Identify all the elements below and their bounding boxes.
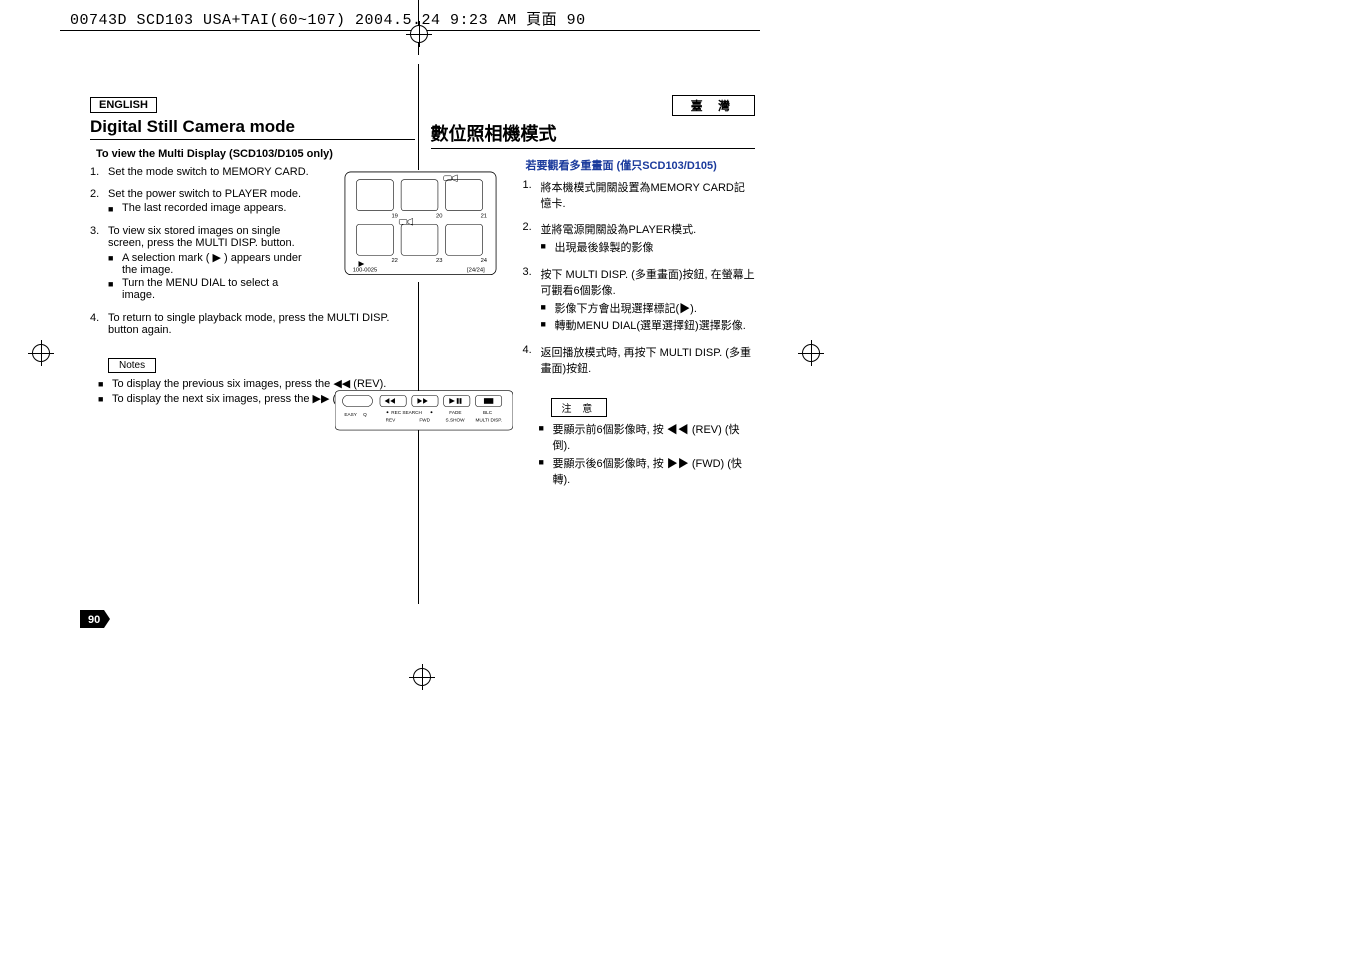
crop-cross-v xyxy=(422,664,423,690)
subtitle-en: To view the Multi Display (SCD103/D105 o… xyxy=(96,148,415,160)
counter-label: [24/24] xyxy=(467,268,485,274)
bullet-text: Turn the MENU DIAL to select a image. xyxy=(122,277,303,301)
step-number: 4. xyxy=(523,344,541,376)
step-number: 3. xyxy=(523,266,541,334)
page-title-zh: 數位照相機模式 xyxy=(431,120,756,149)
remote-label: BLC xyxy=(483,410,493,415)
step-number: 1. xyxy=(523,179,541,211)
note-text: To display the next six images, press th… xyxy=(112,392,368,405)
step-body: To view six stored images on single scre… xyxy=(108,225,295,249)
step-text: To view six stored images on single scre… xyxy=(108,225,303,302)
page-title-en: Digital Still Camera mode xyxy=(90,117,415,140)
thumb-number: 23 xyxy=(436,258,442,264)
step-text: 按下 MULTI DISP. (多重畫面)按鈕, 在螢幕上可觀看6個影像. ■影… xyxy=(541,266,756,334)
crop-cross-v xyxy=(41,340,42,366)
bullet-icon: ■ xyxy=(539,421,553,453)
step-text: To return to single playback mode, press… xyxy=(108,312,415,336)
bullet-icon: ■ xyxy=(98,392,112,405)
step-number: 2. xyxy=(90,188,108,215)
bullet-icon: ■ xyxy=(539,455,553,487)
note-text: 要顯示前6個影像時, 按 ◀◀ (REV) (快倒). xyxy=(553,421,756,453)
remote-label: FADE xyxy=(449,410,461,415)
subtitle-zh: 若要觀看多重畫面 (僅只SCD103/D105) xyxy=(526,157,756,173)
notes-label-en: Notes xyxy=(108,358,156,373)
step-text: 返回播放模式時, 再按下 MULTI DISP. (多重畫面)按鈕. xyxy=(541,344,756,376)
pause-bar-icon xyxy=(460,398,462,404)
step-number: 3. xyxy=(90,225,108,302)
instruction-list-zh: 1. 將本機模式開關設置為MEMORY CARD記憶卡. 2. 並將電源開關設為… xyxy=(523,179,756,376)
step-body: 並將電源開關設為PLAYER模式. xyxy=(541,224,697,236)
thumb-number: 21 xyxy=(481,213,487,219)
thumb-number: 20 xyxy=(436,213,442,219)
bullet-icon: ■ xyxy=(541,317,555,333)
bullet-text: 出現最後錄製的影像 xyxy=(555,239,654,255)
lang-label-english: ENGLISH xyxy=(90,97,157,113)
bullet-text: A selection mark ( ▶ ) appears under the… xyxy=(122,251,303,276)
bullet-text: 影像下方會出現選擇標記(▶). xyxy=(555,300,697,316)
bullet-text: The last recorded image appears. xyxy=(122,202,286,214)
step-text: 並將電源開關設為PLAYER模式. ■出現最後錄製的影像 xyxy=(541,221,756,256)
bullet-icon: ■ xyxy=(108,277,122,301)
remote-label: REC SEARCH xyxy=(391,410,422,415)
remote-label: S.SHOW xyxy=(446,418,466,423)
bullet-icon: ■ xyxy=(541,300,555,316)
step-number: 1. xyxy=(90,166,108,178)
crop-cross-v xyxy=(811,340,812,366)
multi-display-figure: 19 20 21 22 23 24 100-0025 [24/24] xyxy=(343,170,498,282)
lang-label-taiwan: 臺 灣 xyxy=(672,95,755,116)
bullet-icon: ■ xyxy=(108,202,122,214)
folder-label: 100-0025 xyxy=(353,268,378,274)
stop-icon xyxy=(484,398,493,404)
note-text: 要顯示後6個影像時, 按 ▶▶ (FWD) (快轉). xyxy=(553,455,756,487)
step-body: 按下 MULTI DISP. (多重畫面)按鈕, 在螢幕上可觀看6個影像. xyxy=(541,269,755,297)
thumb-number: 24 xyxy=(481,258,488,264)
bullet-icon: ■ xyxy=(108,251,122,276)
header-stamp: 00743D SCD103 USA+TAI(60~107) 2004.5.24 … xyxy=(70,8,586,29)
remote-label: MULTI DISP. xyxy=(476,418,503,423)
step-number: 4. xyxy=(90,312,108,336)
step-body: Set the power switch to PLAYER mode. xyxy=(108,188,301,200)
step-number: 2. xyxy=(523,221,541,256)
remote-label: EASY xyxy=(344,412,357,417)
pause-bar-icon xyxy=(457,398,459,404)
remote-label: REV xyxy=(386,418,396,423)
notes-list-zh: ■要顯示前6個影像時, 按 ◀◀ (REV) (快倒). ■要顯示後6個影像時,… xyxy=(539,421,756,487)
page-number: 90 xyxy=(88,614,100,626)
crop-cross-v xyxy=(419,21,420,47)
thumb-number: 19 xyxy=(391,213,397,219)
remote-control-figure: EASY Q REC SEARCH FADE BLC REV FWD S.SHO… xyxy=(335,386,513,443)
bullet-icon: ■ xyxy=(541,239,555,255)
page-number-badge: 90 xyxy=(80,610,110,628)
step-text: 將本機模式開關設置為MEMORY CARD記憶卡. xyxy=(541,179,756,211)
remote-label: FWD xyxy=(419,418,430,423)
svg-text:Q: Q xyxy=(363,412,367,417)
notes-label-zh: 注 意 xyxy=(551,398,608,417)
bullet-text: 轉動MENU DIAL(選單選擇鈕)選擇影像. xyxy=(555,317,746,333)
thumb-number: 22 xyxy=(391,258,397,264)
bullet-icon: ■ xyxy=(98,377,112,390)
